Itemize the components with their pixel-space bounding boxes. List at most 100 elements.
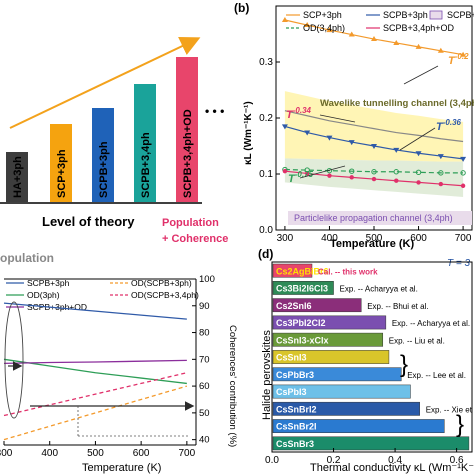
panel-b: (b) 300 400 500 600 700 0.0 0.1 0.2 0.3 SCP+3ph SC… <box>234 1 474 250</box>
bar-label: CsPbI3 <box>276 387 307 397</box>
exponent-label: T-0.36 <box>436 118 462 133</box>
level-bar-label: SCPB+3,4ph <box>140 132 152 198</box>
legend-swatch <box>429 10 443 20</box>
level-bar <box>92 108 114 202</box>
legend-label: SCP+3ph <box>303 10 342 20</box>
series-point <box>348 140 355 146</box>
annotation-ellipse <box>4 301 24 419</box>
series-point <box>304 22 311 28</box>
y-tick-label: 60 <box>199 381 210 392</box>
series-point <box>394 178 399 183</box>
annotation-pointer <box>403 65 439 85</box>
bar-label: Cs3Bi2I6Cl3 <box>276 284 328 294</box>
x-tick-label: 700 <box>179 448 196 459</box>
exponent-label: T-0.75 <box>288 170 314 185</box>
bar <box>272 332 384 347</box>
exponent-label: T-0.34 <box>286 106 312 121</box>
particle-label-box <box>288 211 472 225</box>
bar <box>272 419 445 433</box>
series-point <box>371 144 377 149</box>
series-point <box>393 169 399 175</box>
bar <box>272 436 470 451</box>
panel-a: HA+3ph SCP+3ph SCPB+3ph SCPB+3,4ph SCPB+3,4p… <box>0 36 228 245</box>
bar-label: Cs2SnI6 <box>276 301 312 311</box>
panel-c-title: opulation <box>0 251 54 265</box>
series-line <box>3 359 187 364</box>
level-bar-label: HA+3ph <box>12 156 24 198</box>
panel-c: opulation SCPB+3ph OD(3ph) SCPB+3ph+OD OD(S… <box>0 251 238 474</box>
legend-label: SCPB+3,4ph <box>447 10 474 20</box>
y-tick-label: 50 <box>199 408 210 419</box>
y-tick-label: 0.3 <box>259 57 273 68</box>
bar <box>272 281 334 295</box>
legend-label: OD(SCPB+3ph) <box>131 278 192 288</box>
series-point <box>348 31 355 37</box>
x-tick-label: 400 <box>41 448 58 459</box>
series-line <box>284 110 464 143</box>
y-tick-label: 0.2 <box>259 113 273 124</box>
series-point <box>282 169 288 174</box>
y-tick-label: 0.0 <box>259 225 273 236</box>
series-point <box>371 176 377 182</box>
series-point <box>438 181 444 187</box>
series-point <box>371 36 377 42</box>
panel-c-plot: SCPB+3ph OD(3ph) SCPB+3ph+OD OD(SCPB+3ph) OD… <box>0 274 215 459</box>
bar-label: CsPbBr3 <box>276 370 314 380</box>
series-line <box>284 168 464 174</box>
bar-note: Exp. -- Liu et al. <box>389 336 445 345</box>
bar <box>272 350 390 364</box>
x-tick-label: 500 <box>87 448 104 459</box>
annotation-pointer <box>399 127 436 151</box>
x-tick-label: 0.4 <box>388 455 402 466</box>
series-point <box>415 43 422 49</box>
x-tick-label: 0.0 <box>265 455 279 466</box>
series-point <box>415 169 422 176</box>
panel-b-xlabel: Temperature (K) <box>330 238 414 250</box>
bar-label: CsSnBr2I <box>276 422 317 432</box>
x-tick-label: 0.6 <box>450 455 464 466</box>
x-tick-label: 600 <box>133 448 150 459</box>
panel-c-xlabel: Temperature (K) <box>82 462 161 474</box>
series-point <box>438 170 444 176</box>
level-bar <box>6 152 28 202</box>
bar <box>272 315 387 330</box>
level-of-theory-label: Level of theory <box>42 214 135 229</box>
series-point <box>460 51 467 57</box>
bar-note: Exp. -- Bhui et al. <box>367 302 428 311</box>
bar-label: CsSnI3 <box>276 353 307 363</box>
bar-label: Cs2AgBiBr6 <box>276 266 329 276</box>
legend-label: OD(SCPB+3,4ph) <box>131 290 199 300</box>
bar-note: Exp. -- Xie et al. <box>426 405 474 414</box>
bar-note: Exp. -- Acharyya et al. <box>392 319 470 328</box>
level-bar <box>176 57 198 202</box>
bar <box>272 298 362 313</box>
level-bars: HA+3ph SCP+3ph SCPB+3ph SCPB+3,4ph SCPB+3,4p… <box>6 57 198 202</box>
series-point <box>416 180 421 185</box>
bar-label: Cs3PbI2Cl2 <box>276 318 326 328</box>
bar-note: Cal. -- this work <box>318 267 378 276</box>
brace: } <box>400 351 408 378</box>
y-tick-label: 80 <box>199 328 210 339</box>
series-line <box>3 372 188 417</box>
x-tick-label: 400 <box>321 233 338 244</box>
x-tick-label: 300 <box>0 448 13 459</box>
bar-label: CsSnI3-xClx <box>276 335 329 345</box>
panel-d-xlabel: Thermal conductivity κL (Wm⁻¹K⁻¹) <box>310 462 474 474</box>
annotation-pointer <box>299 165 346 179</box>
y-tick-label: 100 <box>199 274 215 285</box>
panel-b-plot: 300 400 500 600 700 0.0 0.1 0.2 0.3 SCP+3ph SCPB+3… <box>259 5 474 244</box>
panel-b-ylabel: κL (Wm⁻¹K⁻¹) <box>243 101 254 165</box>
legend-label: OD(3ph) <box>27 290 60 300</box>
series-point <box>415 151 422 157</box>
panel-c-right-ylabel: Coherences' contribution (%) <box>227 325 238 447</box>
brace: } <box>456 411 464 438</box>
series-point <box>393 147 400 153</box>
bar <box>272 384 411 399</box>
legend-label: SCPB+3ph <box>383 10 428 20</box>
population-label-red: Population <box>162 217 219 229</box>
series-point <box>393 39 400 45</box>
wavelike-label: Wavelike tunnelling channel (3,4ph) <box>320 98 474 109</box>
